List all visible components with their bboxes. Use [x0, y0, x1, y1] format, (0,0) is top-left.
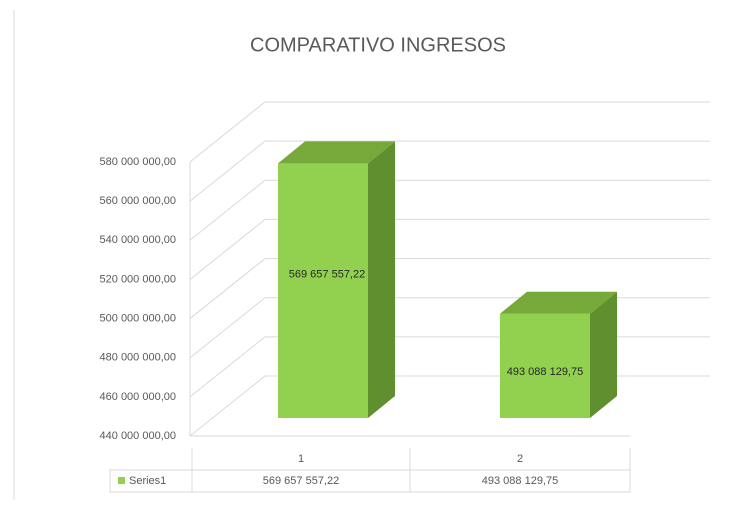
- bar-front: [500, 313, 590, 418]
- grid-line: [189, 101, 710, 163]
- grid-line: [189, 297, 710, 359]
- bar-top: [500, 291, 617, 314]
- y-tick-label: 560 000 000,00: [100, 195, 176, 207]
- bar-side: [590, 291, 617, 418]
- grid-line: [189, 218, 710, 280]
- grid-line: [189, 258, 710, 319]
- bar-front: [278, 163, 368, 418]
- table-value: 493 088 129,75: [482, 475, 558, 487]
- bar-top: [278, 141, 395, 164]
- x-tick-label: 2: [517, 453, 523, 465]
- legend-label: Series1: [129, 475, 166, 487]
- x-tick-label: 1: [298, 453, 304, 465]
- table-value: 569 657 557,22: [263, 475, 339, 487]
- grid-line: [189, 336, 710, 398]
- y-tick-label: 520 000 000,00: [100, 273, 176, 285]
- chart-title: COMPARATIVO INGRESOS: [250, 34, 506, 56]
- grid-line: [189, 140, 710, 202]
- y-tick-label: 500 000 000,00: [100, 312, 176, 324]
- y-tick-label: 440 000 000,00: [100, 430, 176, 442]
- data-label: 569 657 557,22: [289, 269, 365, 281]
- legend-swatch: [118, 477, 125, 484]
- grid-line: [189, 179, 710, 241]
- y-tick-label: 460 000 000,00: [100, 391, 176, 403]
- y-tick-label: 580 000 000,00: [100, 156, 176, 168]
- grid-line: [189, 375, 710, 437]
- y-tick-label: 480 000 000,00: [100, 352, 176, 364]
- bar-side: [368, 141, 395, 419]
- y-tick-label: 540 000 000,00: [100, 234, 176, 246]
- data-label: 493 088 129,75: [507, 366, 583, 378]
